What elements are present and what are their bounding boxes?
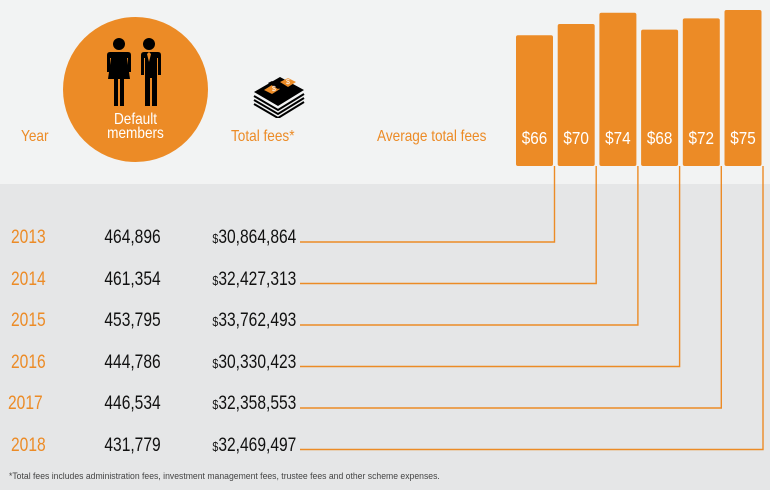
year-header: Year: [21, 128, 49, 145]
bar-value-label: $75: [730, 128, 756, 148]
connector-line-2018: [300, 166, 764, 451]
bar-2016: [641, 29, 679, 166]
row-total-fees: $30,330,423: [212, 352, 296, 374]
row-year: 2015: [11, 310, 46, 331]
fee-amount: 33,762,493: [218, 310, 296, 331]
svg-text:$: $: [286, 79, 290, 86]
fee-amount: 32,358,553: [218, 393, 296, 414]
row-members: 461,354: [104, 268, 161, 290]
row-year: 2013: [11, 227, 46, 248]
row-total-fees: $30,864,864: [212, 227, 296, 249]
currency-symbol: $: [212, 231, 219, 246]
default-members-label: Default members: [74, 111, 197, 142]
money-stack-icon: $ $: [253, 77, 305, 118]
connector-line-2014: [300, 166, 597, 285]
bar-value-label: $66: [522, 128, 548, 148]
bar-value-label: $72: [689, 128, 715, 148]
row-year: 2014: [11, 268, 46, 290]
row-members: 444,786: [104, 351, 161, 373]
currency-symbol: $: [212, 397, 219, 412]
svg-text:$: $: [272, 86, 276, 93]
row-members: 446,534: [104, 393, 161, 414]
row-year: 2016: [11, 351, 46, 373]
currency-symbol: $: [212, 272, 219, 288]
connector-line-2015: [300, 166, 639, 326]
row-members: 464,896: [104, 227, 161, 248]
fee-amount: 30,330,423: [218, 351, 296, 373]
bar-2018: [724, 10, 762, 166]
bar-2015: [599, 12, 637, 166]
currency-symbol: $: [212, 355, 219, 371]
fee-amount: 32,427,313: [218, 268, 296, 290]
bar-2017: [682, 18, 720, 167]
bar-value-label: $74: [605, 128, 631, 148]
row-year: 2018: [11, 434, 46, 456]
row-members: 453,795: [104, 310, 161, 331]
bar-value-label: $70: [563, 128, 589, 148]
row-total-fees: $32,358,553: [212, 393, 296, 415]
bar-2014: [557, 24, 595, 166]
members-label-line-1: Default: [113, 111, 158, 128]
connector-line-2016: [300, 166, 681, 368]
members-label-line-2: members: [107, 125, 164, 142]
people-icon: [107, 38, 161, 106]
footnote: *Total fees includes administration fees…: [9, 471, 440, 481]
row-total-fees: $33,762,493: [212, 310, 296, 332]
row-members: 431,779: [104, 434, 161, 456]
fee-amount: 32,469,497: [218, 434, 296, 456]
connector-line-2013: [300, 166, 556, 243]
bar-value-label: $68: [647, 128, 673, 148]
connector-line-2017: [300, 166, 722, 409]
total-fees-header: Total fees*: [231, 128, 295, 145]
row-year: 2017: [8, 393, 43, 414]
row-total-fees: $32,469,497: [212, 435, 296, 457]
bar-2013: [516, 35, 553, 167]
fee-amount: 30,864,864: [218, 227, 296, 248]
currency-symbol: $: [212, 314, 219, 329]
default-members-badge: Default members: [63, 17, 208, 162]
currency-symbol: $: [212, 438, 219, 454]
row-total-fees: $32,427,313: [212, 269, 296, 291]
average-total-fees-header: Average total fees: [377, 128, 487, 145]
